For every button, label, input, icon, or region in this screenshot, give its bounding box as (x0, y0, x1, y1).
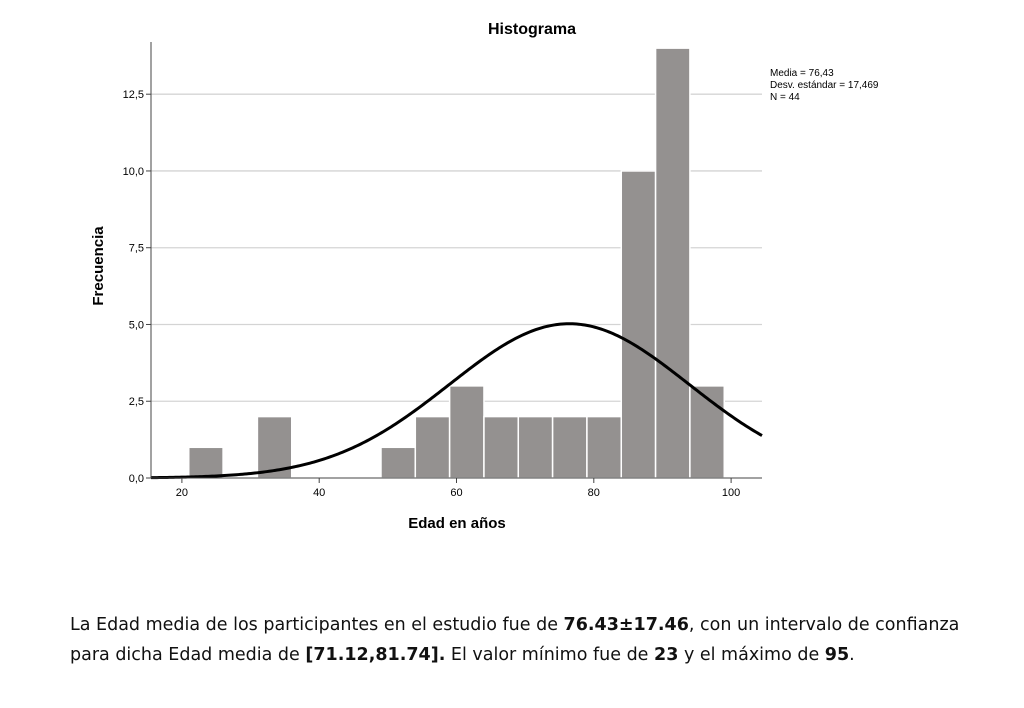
histogram-bar (586, 415, 623, 479)
x-tick-label: 60 (450, 487, 462, 499)
summary-text-4: y el máximo de (678, 644, 825, 665)
stats-n: N = 44 (770, 92, 800, 103)
y-tick-label: 10,0 (123, 166, 144, 178)
histogram-chart: Histograma 0,0 2,5 5,0 7,5 10,0 12,5 20 40 60 80… (90, 21, 879, 532)
summary-mean-sd: 76.43±17.46 (563, 614, 689, 635)
x-axis-label: Edad en años (408, 515, 506, 532)
y-tick-label: 7,5 (129, 243, 144, 255)
summary-text-5: . (849, 644, 855, 665)
histogram-bars (188, 47, 725, 479)
y-tick-label: 12,5 (123, 89, 144, 101)
summary-max: 95 (824, 644, 850, 665)
stats-sd: Desv. estándar = 17,469 (770, 80, 879, 91)
normal-curve (150, 322, 763, 480)
histogram-bar (380, 446, 417, 479)
x-tick-labels: 20 40 60 80 100 (176, 487, 741, 499)
x-tick-label: 80 (588, 487, 600, 499)
summary-text-3: El valor mínimo fue de (445, 644, 655, 665)
x-tick-label: 20 (176, 487, 188, 499)
summary-min: 23 (654, 644, 679, 665)
x-tick-label: 100 (722, 487, 740, 499)
summary-text-2: , con un intervalo de confianza para dic… (70, 614, 960, 665)
histogram-bar (448, 385, 485, 479)
histogram-bar (517, 415, 554, 479)
y-tick-label: 2,5 (129, 396, 144, 408)
summary-text-1: La Edad media de los participantes en el… (70, 614, 564, 635)
histogram-bar (654, 47, 691, 479)
histogram-bar (551, 415, 588, 479)
summary-ci: [71.12,81.74]. (305, 644, 446, 665)
y-tick-label: 0,0 (129, 473, 144, 485)
stats-mean: Media = 76,43 (770, 68, 834, 79)
x-tick-label: 40 (313, 487, 325, 499)
histogram-bar (414, 415, 451, 479)
histogram-bar (620, 170, 657, 479)
histogram-bar (483, 415, 520, 479)
axes (146, 42, 762, 483)
chart-title: Histograma (488, 21, 576, 38)
y-tick-label: 5,0 (129, 319, 144, 331)
stats-legend: Media = 76,43 Desv. estándar = 17,469 N … (770, 68, 879, 103)
summary-paragraph: La Edad media de los participantes en el… (70, 610, 990, 670)
y-tick-labels: 0,0 2,5 5,0 7,5 10,0 12,5 (123, 89, 144, 485)
histogram-bar (188, 446, 224, 479)
y-axis-label: Frecuencia (90, 226, 107, 306)
